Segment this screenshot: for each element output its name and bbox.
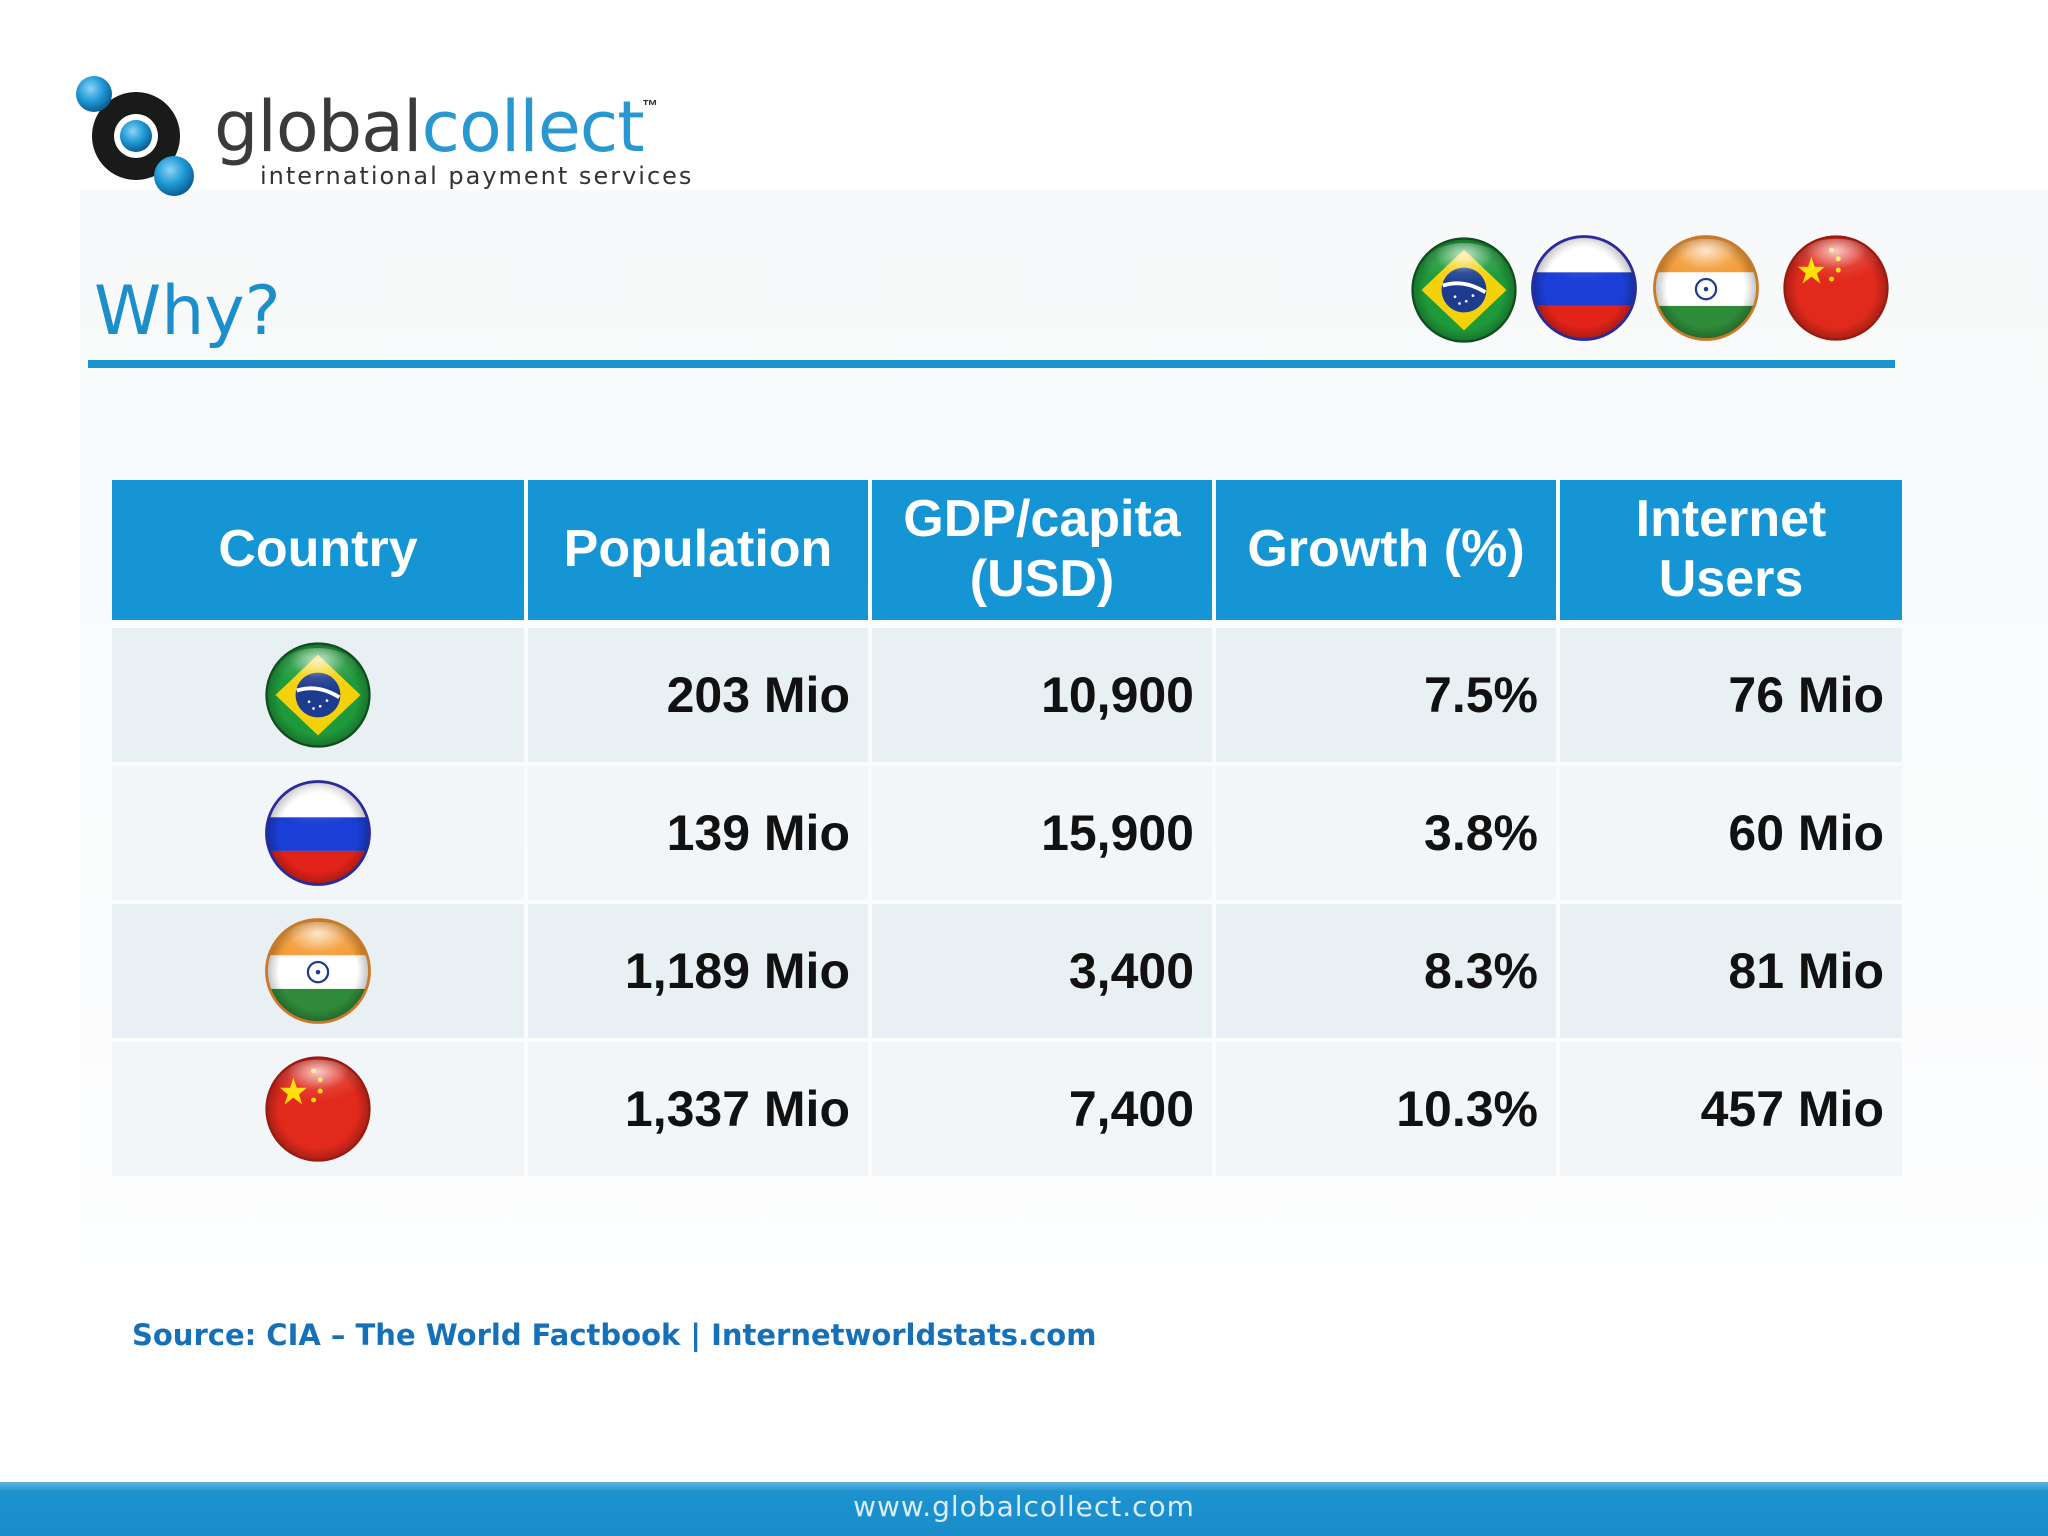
header-internet-users: Internet Users (1560, 480, 1902, 620)
header-growth: Growth (%) (1216, 480, 1556, 620)
brazil-flag-icon (1408, 234, 1520, 346)
population-cell: 203 Mio (528, 628, 868, 762)
logo-mark-icon (76, 76, 194, 196)
russia-flag-icon (262, 777, 374, 889)
india-flag-icon (1650, 232, 1762, 344)
country-cell (112, 628, 524, 762)
internet-users-cell: 76 Mio (1560, 628, 1902, 762)
logo-tagline: international payment services (260, 162, 694, 190)
gdp-cell: 7,400 (872, 1042, 1212, 1176)
table-row: 203 Mio 10,900 7.5% 76 Mio (112, 628, 1902, 762)
growth-cell: 10.3% (1216, 1042, 1556, 1176)
india-flag-icon (262, 915, 374, 1027)
logo-wordmark: globalcollect (214, 86, 645, 168)
table-row: 1,337 Mio 7,400 10.3% 457 Mio (112, 1042, 1902, 1176)
gdp-cell: 15,900 (872, 766, 1212, 900)
footer-bar: www.globalcollect.com (0, 1482, 2048, 1536)
china-flag-icon (262, 1053, 374, 1165)
population-cell: 139 Mio (528, 766, 868, 900)
title-underline (88, 360, 1895, 368)
china-flag-icon (1780, 232, 1892, 344)
growth-cell: 7.5% (1216, 628, 1556, 762)
internet-users-cell: 457 Mio (1560, 1042, 1902, 1176)
header-population: Population (528, 480, 868, 620)
country-cell (112, 766, 524, 900)
growth-cell: 8.3% (1216, 904, 1556, 1038)
header-gdp-per-capita: GDP/capita (USD) (872, 480, 1212, 620)
russia-flag-icon (1528, 232, 1640, 344)
slide-title: Why? (94, 272, 281, 351)
gdp-cell: 3,400 (872, 904, 1212, 1038)
internet-users-cell: 81 Mio (1560, 904, 1902, 1038)
table-row: 1,189 Mio 3,400 8.3% 81 Mio (112, 904, 1902, 1038)
source-citation: Source: CIA – The World Factbook | Inter… (132, 1318, 1097, 1352)
header-country: Country (112, 480, 524, 620)
population-cell: 1,337 Mio (528, 1042, 868, 1176)
gdp-cell: 10,900 (872, 628, 1212, 762)
logo-trademark: ™ (642, 98, 658, 115)
population-cell: 1,189 Mio (528, 904, 868, 1038)
growth-cell: 3.8% (1216, 766, 1556, 900)
globalcollect-logo: globalcollect ™ international payment se… (74, 74, 691, 204)
internet-users-cell: 60 Mio (1560, 766, 1902, 900)
table-row: 139 Mio 15,900 3.8% 60 Mio (112, 766, 1902, 900)
country-cell (112, 1042, 524, 1176)
table-header-row: Country Population GDP/capita (USD) Grow… (112, 480, 1902, 620)
brics-stats-table: Country Population GDP/capita (USD) Grow… (112, 480, 1902, 1176)
brazil-flag-icon (262, 639, 374, 751)
footer-url[interactable]: www.globalcollect.com (853, 1490, 1195, 1523)
country-cell (112, 904, 524, 1038)
